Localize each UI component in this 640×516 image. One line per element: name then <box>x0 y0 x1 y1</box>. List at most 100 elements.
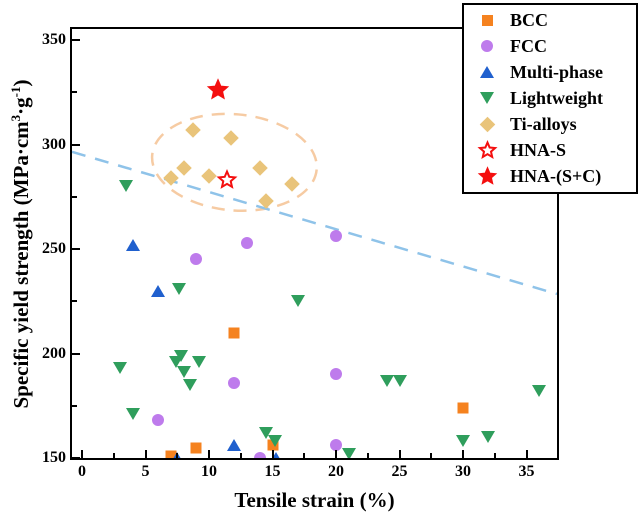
legend-item-BCC: BCC <box>464 8 636 33</box>
highlight-ellipse <box>150 112 319 212</box>
legend-label: HNA-(S+C) <box>510 166 602 187</box>
y-tick-label: 200 <box>42 344 66 362</box>
point-Lightweight <box>341 447 356 458</box>
legend-label: FCC <box>510 35 547 56</box>
point-HNA-S <box>216 169 238 190</box>
y-minor-tick <box>72 195 77 198</box>
y-major-tick <box>72 39 80 42</box>
star-open-icon <box>464 140 510 160</box>
triangle-up-icon <box>464 66 510 79</box>
y-minor-tick <box>72 300 77 303</box>
point-Lightweight <box>532 385 547 398</box>
point-Lightweight <box>456 435 471 448</box>
y-tick-label: 300 <box>42 135 66 153</box>
y-axis-title-part: -1 <box>8 86 23 98</box>
point-BCC <box>190 442 202 454</box>
annotation-layer <box>72 112 557 296</box>
legend-item-Lightweight: Lightweight <box>464 86 636 111</box>
x-minor-tick <box>112 453 115 458</box>
circle-icon <box>464 40 510 53</box>
x-minor-tick <box>239 453 242 458</box>
point-Lightweight <box>174 349 189 362</box>
y-major-tick <box>72 143 80 146</box>
y-major-tick <box>72 352 80 355</box>
x-minor-tick <box>366 453 369 458</box>
y-axis-title-part: ·g <box>9 97 33 115</box>
point-HNA-(S+C) <box>206 78 230 100</box>
point-Multi-phase <box>227 439 242 452</box>
point-Lightweight <box>290 295 305 308</box>
y-minor-tick <box>72 404 77 407</box>
legend-item-Multi-phase: Multi-phase <box>464 60 636 85</box>
x-tick-label: 35 <box>518 463 535 480</box>
x-major-tick <box>335 450 338 458</box>
point-FCC <box>228 376 241 389</box>
point-Lightweight <box>171 282 186 295</box>
x-major-tick <box>462 450 465 458</box>
legend: BCC FCC Multi-phase Lightweight Ti-alloys HNA… <box>462 3 638 194</box>
x-minor-tick <box>430 453 433 458</box>
y-tick-label: 250 <box>42 240 66 258</box>
point-Lightweight <box>392 374 407 387</box>
x-major-tick <box>144 450 147 458</box>
y-axis-title-part: 3 <box>8 114 23 122</box>
triangle-down-icon <box>464 92 510 105</box>
x-tick-label: 0 <box>78 463 87 480</box>
legend-label: Lightweight <box>510 87 604 108</box>
y-major-tick <box>72 457 80 459</box>
point-FCC <box>190 253 203 266</box>
point-Lightweight <box>176 366 191 379</box>
x-tick-label: 15 <box>264 463 281 480</box>
legend-label: BCC <box>510 9 549 30</box>
point-FCC <box>152 414 165 427</box>
y-axis-title-part: Specific yield strength (MPa·cm <box>9 121 33 409</box>
x-major-tick <box>525 450 528 458</box>
trend-line <box>72 150 557 296</box>
y-axis-title: Specific yield strength (MPa·cm3·g-1) <box>8 24 34 464</box>
point-BCC <box>457 402 469 414</box>
legend-label: Multi-phase <box>510 61 604 82</box>
legend-label: HNA-S <box>510 140 567 161</box>
x-minor-tick <box>303 453 306 458</box>
x-major-tick <box>271 450 274 458</box>
legend-item-Ti-alloys: Ti-alloys <box>464 112 636 137</box>
point-Lightweight <box>268 435 283 448</box>
point-FCC <box>330 439 343 452</box>
x-minor-tick <box>176 453 179 458</box>
legend-item-HNA-(S+C): HNA-(S+C) <box>464 164 636 189</box>
point-Lightweight <box>113 362 128 375</box>
point-Multi-phase <box>151 284 166 297</box>
point-Lightweight <box>119 180 134 193</box>
point-FCC <box>330 230 343 243</box>
point-Multi-phase <box>125 238 140 251</box>
point-Lightweight <box>191 355 206 368</box>
y-tick-label: 350 <box>42 31 66 49</box>
point-Lightweight <box>481 431 496 444</box>
point-Lightweight <box>379 374 394 387</box>
x-minor-tick <box>493 453 496 458</box>
y-major-tick <box>72 248 80 251</box>
point-Lightweight <box>125 408 140 421</box>
x-tick-label: 20 <box>328 463 345 480</box>
legend-item-HNA-S: HNA-S <box>464 138 636 163</box>
diamond-icon <box>464 116 510 133</box>
legend-item-FCC: FCC <box>464 34 636 59</box>
point-FCC <box>330 368 343 381</box>
point-FCC <box>241 236 254 249</box>
y-minor-tick <box>72 91 77 94</box>
square-icon <box>464 14 510 26</box>
y-axis-title-part: ) <box>9 79 33 87</box>
x-tick-label: 30 <box>455 463 472 480</box>
x-major-tick <box>398 450 401 458</box>
x-tick-label: 5 <box>141 463 150 480</box>
point-BCC <box>228 327 240 339</box>
x-axis-title: Tensile strain (%) <box>234 488 395 512</box>
point-Lightweight <box>182 378 197 391</box>
plot-area <box>72 29 557 458</box>
x-major-tick <box>208 450 211 458</box>
x-tick-label: 10 <box>201 463 218 480</box>
star-filled-icon <box>464 166 510 187</box>
y-tick-label: 150 <box>42 449 66 466</box>
legend-label: Ti-alloys <box>510 114 577 135</box>
